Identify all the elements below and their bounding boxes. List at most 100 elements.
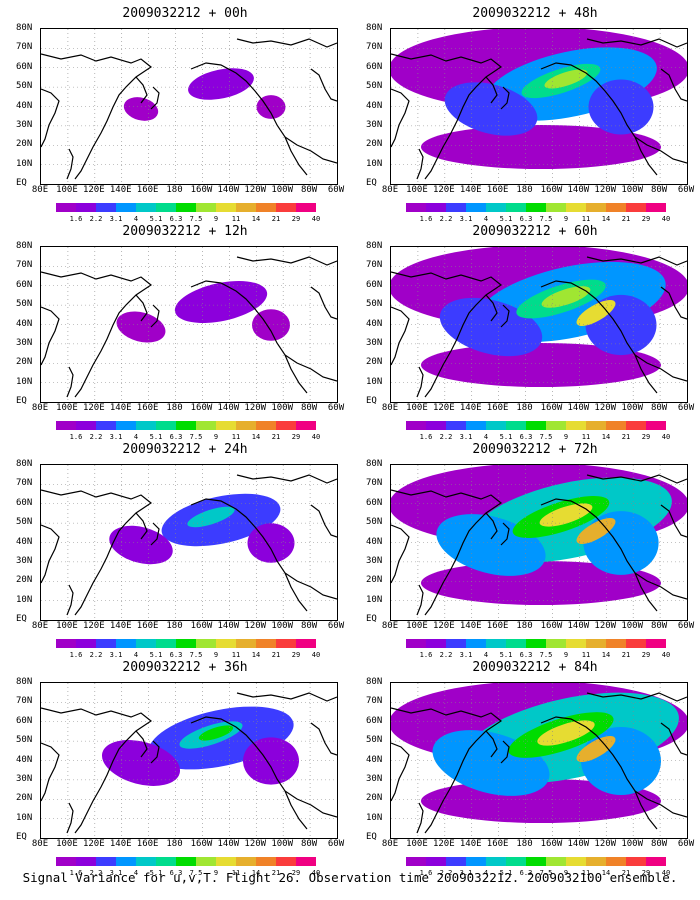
map-svg	[41, 465, 337, 620]
colorbar-level-label: 1.6	[419, 433, 433, 441]
longitude-label: 120E	[432, 839, 455, 849]
colorbar-level-label: 1.6	[419, 215, 433, 223]
colorbar-level-label: 1.6	[419, 869, 433, 877]
longitude-label: 160E	[486, 839, 509, 849]
colorbar-swatch	[156, 857, 176, 866]
coastline	[150, 522, 160, 546]
longitude-label: 140E	[459, 185, 482, 195]
longitude-label: 60W	[677, 185, 695, 195]
colorbar-level-label: 11	[581, 869, 591, 877]
colorbar-level-label: 5.1	[499, 869, 513, 877]
colorbar	[406, 639, 666, 648]
longitude-label: 180	[516, 185, 533, 195]
colorbar-swatch	[216, 639, 236, 648]
longitude-label: 100W	[271, 185, 294, 195]
variance-contour	[421, 125, 661, 169]
colorbar-level-label: 40	[311, 869, 321, 877]
colorbar-swatch	[506, 421, 526, 430]
longitude-label: 140W	[567, 403, 590, 413]
colorbar-level-label: 4	[483, 869, 489, 877]
colorbar-swatch	[276, 421, 296, 430]
colorbar-level-label: 21	[621, 869, 631, 877]
latitude-label: 60N	[366, 61, 383, 72]
colorbar-level-label: 7.5	[539, 433, 553, 441]
longitude-label: 60W	[677, 403, 695, 413]
colorbar-swatch	[526, 857, 546, 866]
longitude-label: 80E	[381, 185, 399, 195]
colorbar-swatch	[546, 421, 566, 430]
longitude-label: 140W	[217, 621, 240, 631]
longitude-label: 140W	[217, 403, 240, 413]
longitude-label: 160W	[190, 185, 213, 195]
longitude-label: 80W	[650, 185, 668, 195]
latitude-label: 30N	[366, 119, 383, 130]
colorbar-labels: 1.6 2.2 3.1 4 5.1 6.3 7.5 9 11 14 21 29 40	[406, 433, 686, 443]
coastline	[540, 498, 687, 600]
colorbar-swatch	[426, 857, 446, 866]
coastline	[500, 86, 510, 110]
colorbar-level-label: 14	[601, 869, 611, 877]
latitude-label: 10N	[16, 158, 33, 169]
longitude-label: 80E	[381, 403, 399, 413]
coastline	[190, 280, 337, 382]
latitude-label: 10N	[366, 376, 383, 387]
latitude-label: EQ	[366, 832, 377, 842]
colorbar-swatch	[196, 639, 216, 648]
colorbar-level-label: 6.3	[169, 433, 183, 441]
panel-title: 2009032212 + 84h	[472, 660, 598, 675]
coastline	[190, 716, 337, 818]
colorbar-swatch	[136, 857, 156, 866]
colorbar-level-label: 29	[641, 433, 651, 441]
colorbar-level-label: 29	[291, 433, 301, 441]
longitude-label: 120W	[594, 621, 617, 631]
longitude-label: 160W	[190, 403, 213, 413]
latitude-label: 80N	[366, 23, 383, 33]
longitude-label: 160W	[190, 839, 213, 849]
longitude-label: 100E	[56, 403, 78, 413]
colorbar-level-label: 9	[213, 869, 219, 877]
longitude-label: 120E	[82, 403, 105, 413]
colorbar-swatch	[56, 421, 76, 430]
latitude-label: 10N	[16, 376, 33, 387]
map-frame	[390, 246, 688, 403]
colorbar-swatch	[446, 639, 466, 648]
colorbar-level-label: 7.5	[539, 215, 553, 223]
coastline	[391, 707, 503, 834]
panel-title: 2009032212 + 60h	[472, 224, 598, 239]
longitude-label: 140W	[217, 185, 240, 195]
map-svg	[391, 683, 687, 838]
colorbar-swatch	[216, 857, 236, 866]
coastline	[586, 38, 687, 48]
longitude-label: 100E	[56, 621, 78, 631]
longitude-label: 160E	[486, 403, 509, 413]
coastline	[391, 271, 503, 398]
coastline	[66, 802, 74, 834]
colorbar-level-label: 3.1	[109, 651, 123, 659]
longitude-label: 160W	[540, 403, 563, 413]
map-panel: 2009032212 + 72h 80N 70N 60N 50N 40N 30N 20N 10N…	[366, 442, 700, 667]
coastline	[391, 306, 410, 366]
colorbar-swatch	[506, 857, 526, 866]
variance-contour	[198, 725, 234, 741]
colorbar-swatch	[506, 203, 526, 212]
colorbar-level-label: 21	[271, 433, 281, 441]
map-panel: 2009032212 + 12h 80N 70N 60N 50N 40N 30N 20N 10N…	[16, 224, 350, 449]
variance-contour	[537, 720, 595, 746]
longitude-label: 140E	[109, 621, 132, 631]
colorbar-swatch	[626, 421, 646, 430]
colorbar-swatch	[646, 639, 666, 648]
coastline	[135, 512, 148, 540]
longitude-label: 100W	[621, 403, 644, 413]
colorbar-level-label: 21	[621, 215, 631, 223]
latitude-label: 70N	[16, 478, 33, 489]
colorbar-level-label: 6.3	[519, 433, 533, 441]
longitude-label: 100E	[406, 621, 428, 631]
coastline	[586, 256, 687, 266]
colorbar-swatch	[526, 421, 546, 430]
colorbar-swatch	[236, 421, 256, 430]
longitude-label: 80E	[381, 621, 399, 631]
latitude-label: 60N	[16, 61, 33, 72]
colorbar-level-label: 40	[661, 651, 671, 659]
colorbar-level-label: 40	[311, 215, 321, 223]
latitude-label: 50N	[16, 81, 33, 92]
